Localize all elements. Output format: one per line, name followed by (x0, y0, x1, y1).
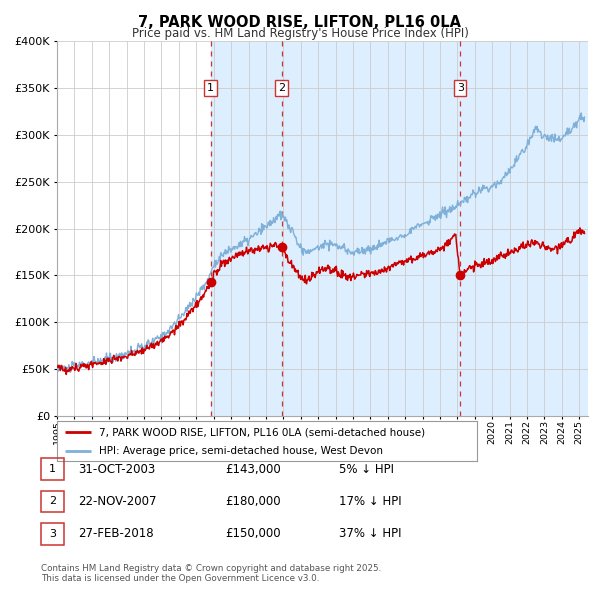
Text: 27-FEB-2018: 27-FEB-2018 (78, 527, 154, 540)
Text: 2: 2 (278, 83, 285, 93)
Text: £143,000: £143,000 (225, 463, 281, 476)
Text: 1: 1 (49, 464, 56, 474)
Text: HPI: Average price, semi-detached house, West Devon: HPI: Average price, semi-detached house,… (99, 447, 383, 456)
Text: £150,000: £150,000 (225, 527, 281, 540)
Text: Price paid vs. HM Land Registry's House Price Index (HPI): Price paid vs. HM Land Registry's House … (131, 27, 469, 40)
Text: £180,000: £180,000 (225, 495, 281, 508)
Text: 5% ↓ HPI: 5% ↓ HPI (339, 463, 394, 476)
Text: 3: 3 (457, 83, 464, 93)
Text: 3: 3 (49, 529, 56, 539)
Text: 7, PARK WOOD RISE, LIFTON, PL16 0LA (semi-detached house): 7, PARK WOOD RISE, LIFTON, PL16 0LA (sem… (99, 428, 425, 438)
Text: 2: 2 (49, 497, 56, 506)
Text: Contains HM Land Registry data © Crown copyright and database right 2025.
This d: Contains HM Land Registry data © Crown c… (41, 563, 381, 583)
Text: 37% ↓ HPI: 37% ↓ HPI (339, 527, 401, 540)
Text: 17% ↓ HPI: 17% ↓ HPI (339, 495, 401, 508)
Text: 31-OCT-2003: 31-OCT-2003 (78, 463, 155, 476)
Text: 1: 1 (207, 83, 214, 93)
Text: 22-NOV-2007: 22-NOV-2007 (78, 495, 157, 508)
Bar (211, 41, 588, 416)
Text: 7, PARK WOOD RISE, LIFTON, PL16 0LA: 7, PARK WOOD RISE, LIFTON, PL16 0LA (139, 15, 461, 30)
